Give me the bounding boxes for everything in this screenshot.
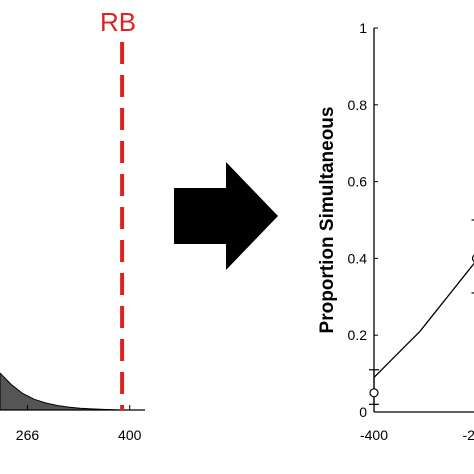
right-x-ticks: -400 -266 (360, 408, 474, 443)
right-arrow-icon (174, 162, 278, 270)
fit-curve (373, 262, 474, 378)
y-axis-label: Proportion Simultaneous (317, 107, 338, 334)
right-x-tick-label: -266 (462, 427, 474, 443)
distribution-area (0, 372, 123, 411)
right-y-tick-label: 0.8 (348, 97, 368, 113)
left-distribution-panel: 266 400 RB (0, 7, 145, 443)
right-psychometric-panel: 0 0.2 0.4 0.6 0.8 1 -400 -266 Proportion Simul… (317, 20, 474, 443)
right-y-tick-label: 0.4 (348, 250, 368, 266)
right-y-tick-label: 0 (359, 404, 367, 420)
right-y-tick-label: 0.2 (348, 327, 368, 343)
rb-label: RB (100, 7, 136, 37)
right-y-ticks: 0 0.2 0.4 0.6 0.8 1 (348, 20, 378, 420)
data-point (369, 369, 379, 405)
right-x-tick-label: -400 (360, 427, 388, 443)
right-y-tick-label: 1 (359, 20, 367, 36)
left-x-ticks: 266 400 (16, 405, 142, 443)
data-points (369, 219, 474, 405)
right-y-tick-label: 0.6 (348, 174, 368, 190)
left-x-tick-label: 266 (16, 427, 40, 443)
left-x-tick-label: 400 (118, 427, 142, 443)
data-point-marker (369, 388, 379, 398)
